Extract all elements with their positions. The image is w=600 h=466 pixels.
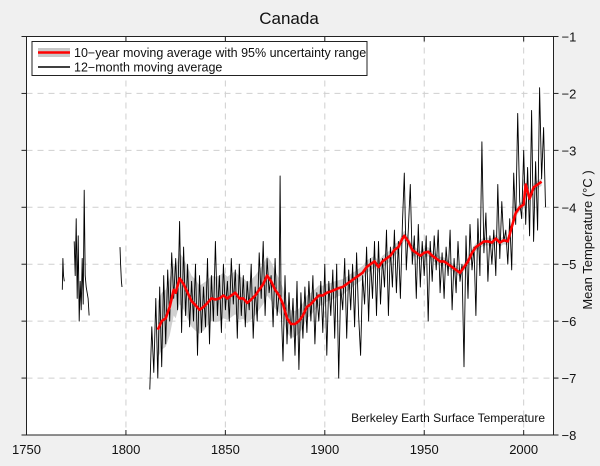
- plot-area: [26, 36, 554, 435]
- x-tick-label: 1800: [111, 442, 140, 457]
- plot-frame: [26, 36, 554, 436]
- y-tick-label: −2: [562, 86, 577, 101]
- x-tick-label: 1850: [211, 442, 240, 457]
- monthly-average-line: [61, 258, 65, 290]
- source-annotation: Berkeley Earth Surface Temperature: [351, 411, 545, 425]
- monthly-average-line: [73, 189, 90, 322]
- monthly-series-layer: [61, 87, 546, 390]
- y-tick-label: −5: [562, 257, 577, 272]
- y-axis-label: Mean Temperature (°C ): [580, 170, 595, 309]
- legend-label-decadal: 10−year moving average with 95% uncertai…: [74, 46, 366, 60]
- decadal-series-layer: [156, 180, 543, 331]
- legend: 10−year moving average with 95% uncertai…: [31, 41, 368, 76]
- x-tick-label: 1950: [410, 442, 439, 457]
- x-tick-label: 2000: [509, 442, 538, 457]
- x-axis: 1750 1800 1850 1900 1950 2000: [12, 36, 538, 457]
- y-tick-label: −8: [562, 428, 577, 443]
- y-tick-label: −6: [562, 314, 577, 329]
- x-tick-label: 1900: [310, 442, 339, 457]
- chart-title: Canada: [259, 9, 319, 28]
- y-tick-label: −4: [562, 200, 577, 215]
- y-tick-label: −3: [562, 143, 577, 158]
- decadal-average-line: [156, 180, 543, 331]
- x-tick-label: 1750: [12, 442, 41, 457]
- legend-label-monthly: 12−month moving average: [74, 61, 222, 75]
- grid: [26, 36, 554, 435]
- monthly-average-line: [119, 247, 123, 288]
- y-axis: −1 −2 −3 −4 −5 −6 −7 −8: [21, 30, 577, 443]
- y-tick-label: −7: [562, 371, 577, 386]
- y-tick-label: −1: [562, 30, 577, 45]
- monthly-average-line: [149, 87, 546, 390]
- legend-box: [31, 41, 368, 76]
